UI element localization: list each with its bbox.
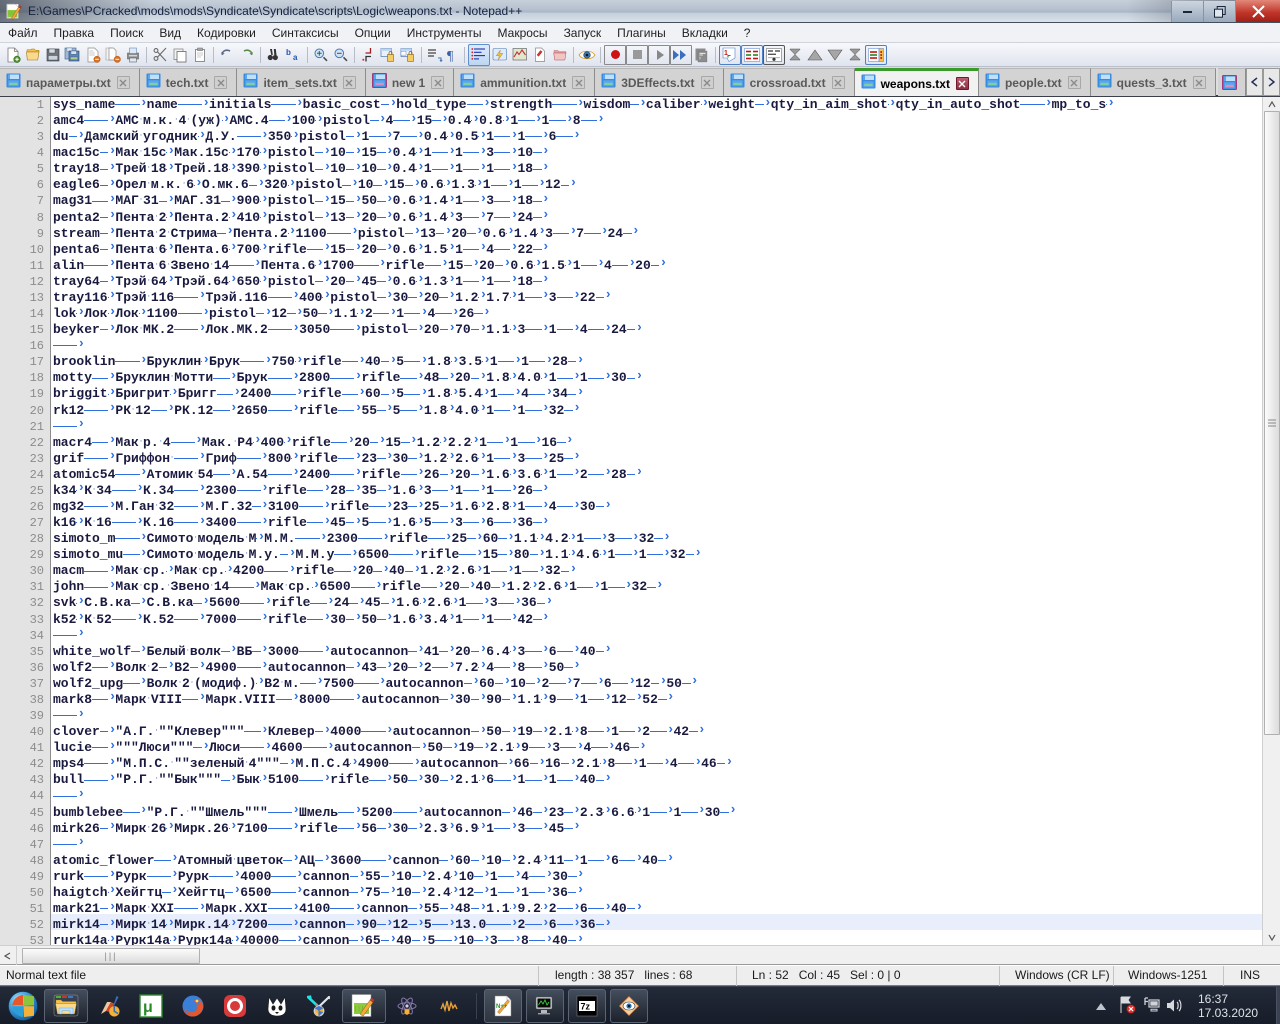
svg-text:a: a	[293, 53, 298, 62]
svg-text:μ: μ	[143, 999, 153, 1016]
svg-text:¶: ¶	[447, 49, 454, 63]
svg-text:b: b	[286, 48, 291, 57]
svg-text:7z: 7z	[581, 1002, 591, 1012]
svg-text:1: 1	[724, 50, 728, 57]
svg-text:N++: N++	[496, 1004, 508, 1010]
